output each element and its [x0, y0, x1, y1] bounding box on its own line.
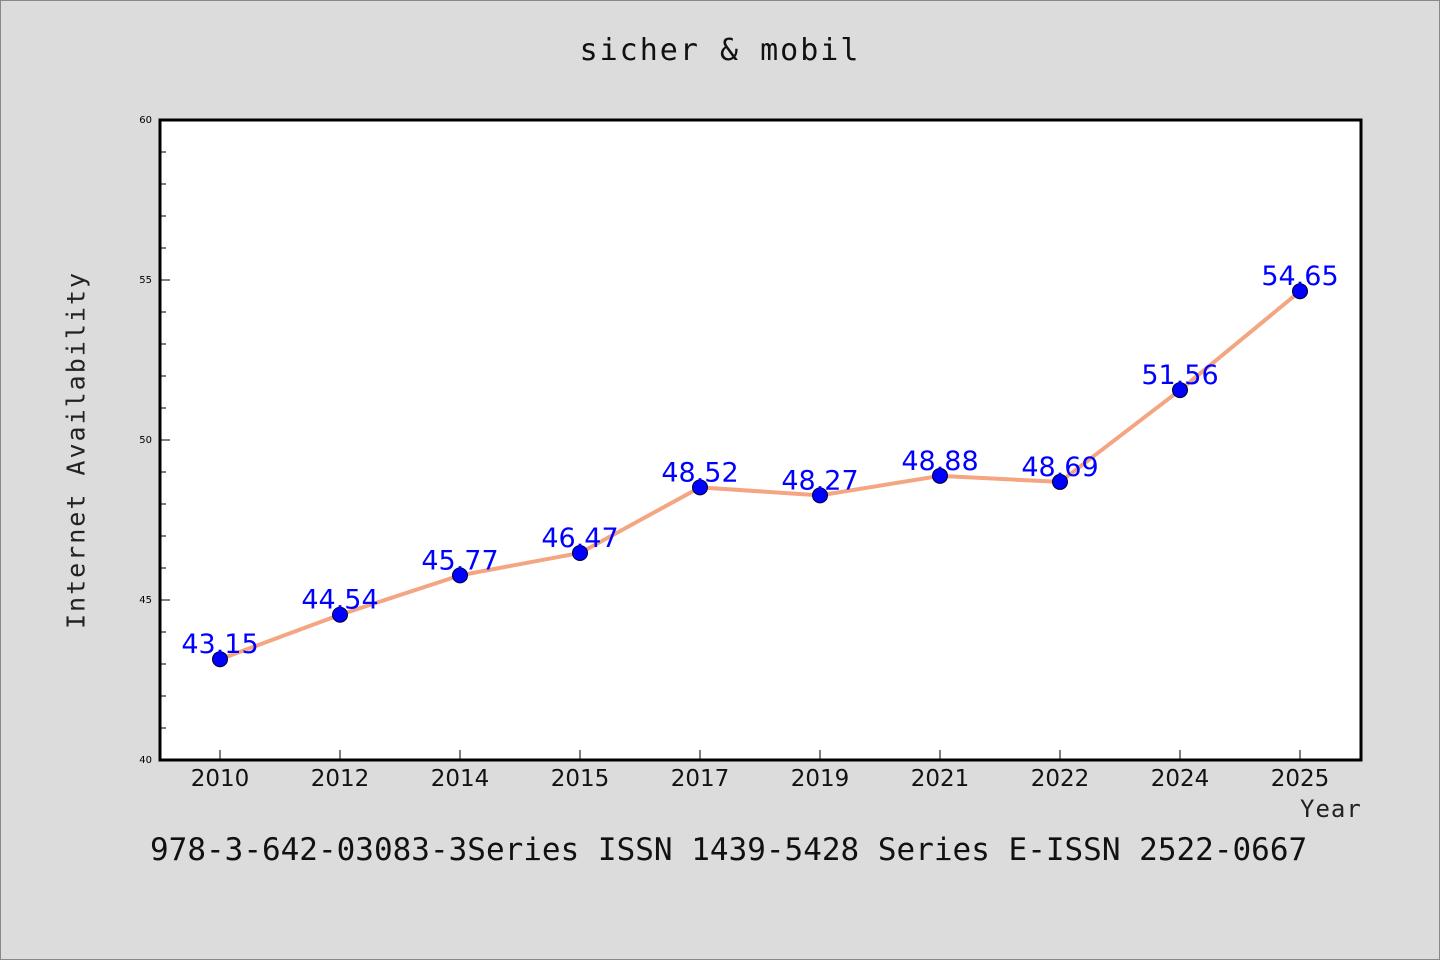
x-tick-label: 2019 — [791, 766, 850, 792]
data-point — [692, 479, 708, 496]
y-tick-label: 45 — [139, 595, 152, 606]
data-label: 48.88 — [901, 446, 978, 477]
footer-text: 978-3-642-03083-3Series ISSN 1439-5428 S… — [150, 832, 1308, 868]
x-axis-label: Year — [1300, 795, 1362, 823]
data-label: 45.77 — [421, 545, 498, 576]
data-point — [1292, 283, 1308, 300]
x-tick-label: 2017 — [671, 766, 730, 792]
y-axis: 40 45 50 55 60 — [139, 115, 170, 766]
data-point — [812, 487, 828, 504]
data-point — [1172, 382, 1188, 399]
data-label: 48.69 — [1021, 452, 1098, 483]
y-tick-label: 60 — [139, 115, 152, 126]
x-tick-label: 2021 — [911, 766, 970, 792]
y-tick-label: 50 — [139, 435, 152, 446]
x-tick-label: 2025 — [1271, 766, 1330, 792]
plot-area — [158, 118, 1363, 762]
data-point — [332, 606, 348, 623]
x-tick-label: 2010 — [191, 766, 250, 792]
series-group: 43.15 44.54 45.77 46.47 48.52 48.27 48.88 48.69… — [181, 261, 1339, 668]
data-label: 44.54 — [301, 585, 378, 616]
data-label: 46.47 — [541, 523, 618, 554]
x-tick-label: 2012 — [311, 766, 370, 792]
data-label: 48.52 — [661, 457, 738, 488]
data-point — [1052, 473, 1068, 490]
data-label: 48.27 — [781, 465, 858, 496]
x-tick-label: 2024 — [1151, 766, 1210, 792]
y-tick-label: 40 — [139, 755, 152, 766]
data-label: 54.65 — [1261, 261, 1338, 292]
x-tick-label: 2022 — [1031, 766, 1090, 792]
data-point — [932, 467, 948, 484]
data-label: 43.15 — [181, 629, 258, 660]
data-label: 51.56 — [1141, 360, 1218, 391]
y-tick-label: 55 — [139, 275, 152, 286]
data-point — [212, 651, 228, 668]
x-tick-label: 2015 — [551, 766, 610, 792]
series-line — [218, 289, 1302, 662]
data-point — [452, 567, 468, 584]
data-point — [572, 544, 588, 561]
x-tick-label: 2014 — [431, 766, 490, 792]
x-axis: 2010 2012 2014 2015 2017 2019 2021 2022 2024 2025 — [191, 750, 1330, 792]
chart-title: sicher & mobil — [579, 33, 861, 68]
